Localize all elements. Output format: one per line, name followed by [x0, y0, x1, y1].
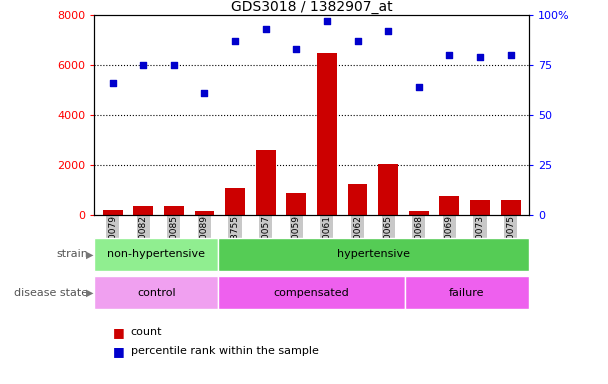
Text: compensated: compensated — [274, 288, 350, 298]
Point — [108, 80, 117, 86]
Point — [139, 62, 148, 68]
Text: hypertensive: hypertensive — [337, 249, 410, 260]
Bar — [405, 276, 529, 309]
Bar — [256, 150, 275, 215]
Point — [230, 38, 240, 45]
Point — [414, 84, 424, 90]
Bar — [103, 210, 123, 215]
Text: failure: failure — [449, 288, 485, 298]
Point — [261, 26, 271, 32]
Bar — [133, 206, 153, 215]
Text: percentile rank within the sample: percentile rank within the sample — [131, 346, 319, 356]
Point — [506, 52, 516, 58]
Point — [199, 90, 209, 96]
Text: ■: ■ — [112, 326, 124, 339]
Bar — [218, 238, 529, 271]
Text: control: control — [137, 288, 176, 298]
Text: non-hypertensive: non-hypertensive — [108, 249, 206, 260]
Point — [353, 38, 362, 45]
Text: disease state: disease state — [14, 288, 88, 298]
Bar — [317, 53, 337, 215]
Bar — [378, 164, 398, 215]
Point — [475, 54, 485, 60]
Point — [169, 62, 179, 68]
Bar — [94, 276, 218, 309]
Bar — [218, 276, 405, 309]
Bar — [440, 196, 459, 215]
Bar — [348, 184, 367, 215]
Bar — [286, 193, 306, 215]
Point — [322, 18, 332, 25]
Bar — [195, 211, 215, 215]
Point — [444, 52, 454, 58]
Text: count: count — [131, 327, 162, 337]
Bar — [470, 200, 490, 215]
Text: ▶: ▶ — [86, 249, 93, 260]
Bar — [225, 188, 245, 215]
Point — [291, 46, 301, 52]
Point — [383, 28, 393, 35]
Text: ■: ■ — [112, 345, 124, 358]
Bar — [164, 206, 184, 215]
Text: strain: strain — [57, 249, 88, 260]
Bar — [409, 211, 429, 215]
Title: GDS3018 / 1382907_at: GDS3018 / 1382907_at — [231, 0, 392, 14]
Bar — [500, 200, 520, 215]
Bar — [94, 238, 218, 271]
Text: ▶: ▶ — [86, 288, 93, 298]
